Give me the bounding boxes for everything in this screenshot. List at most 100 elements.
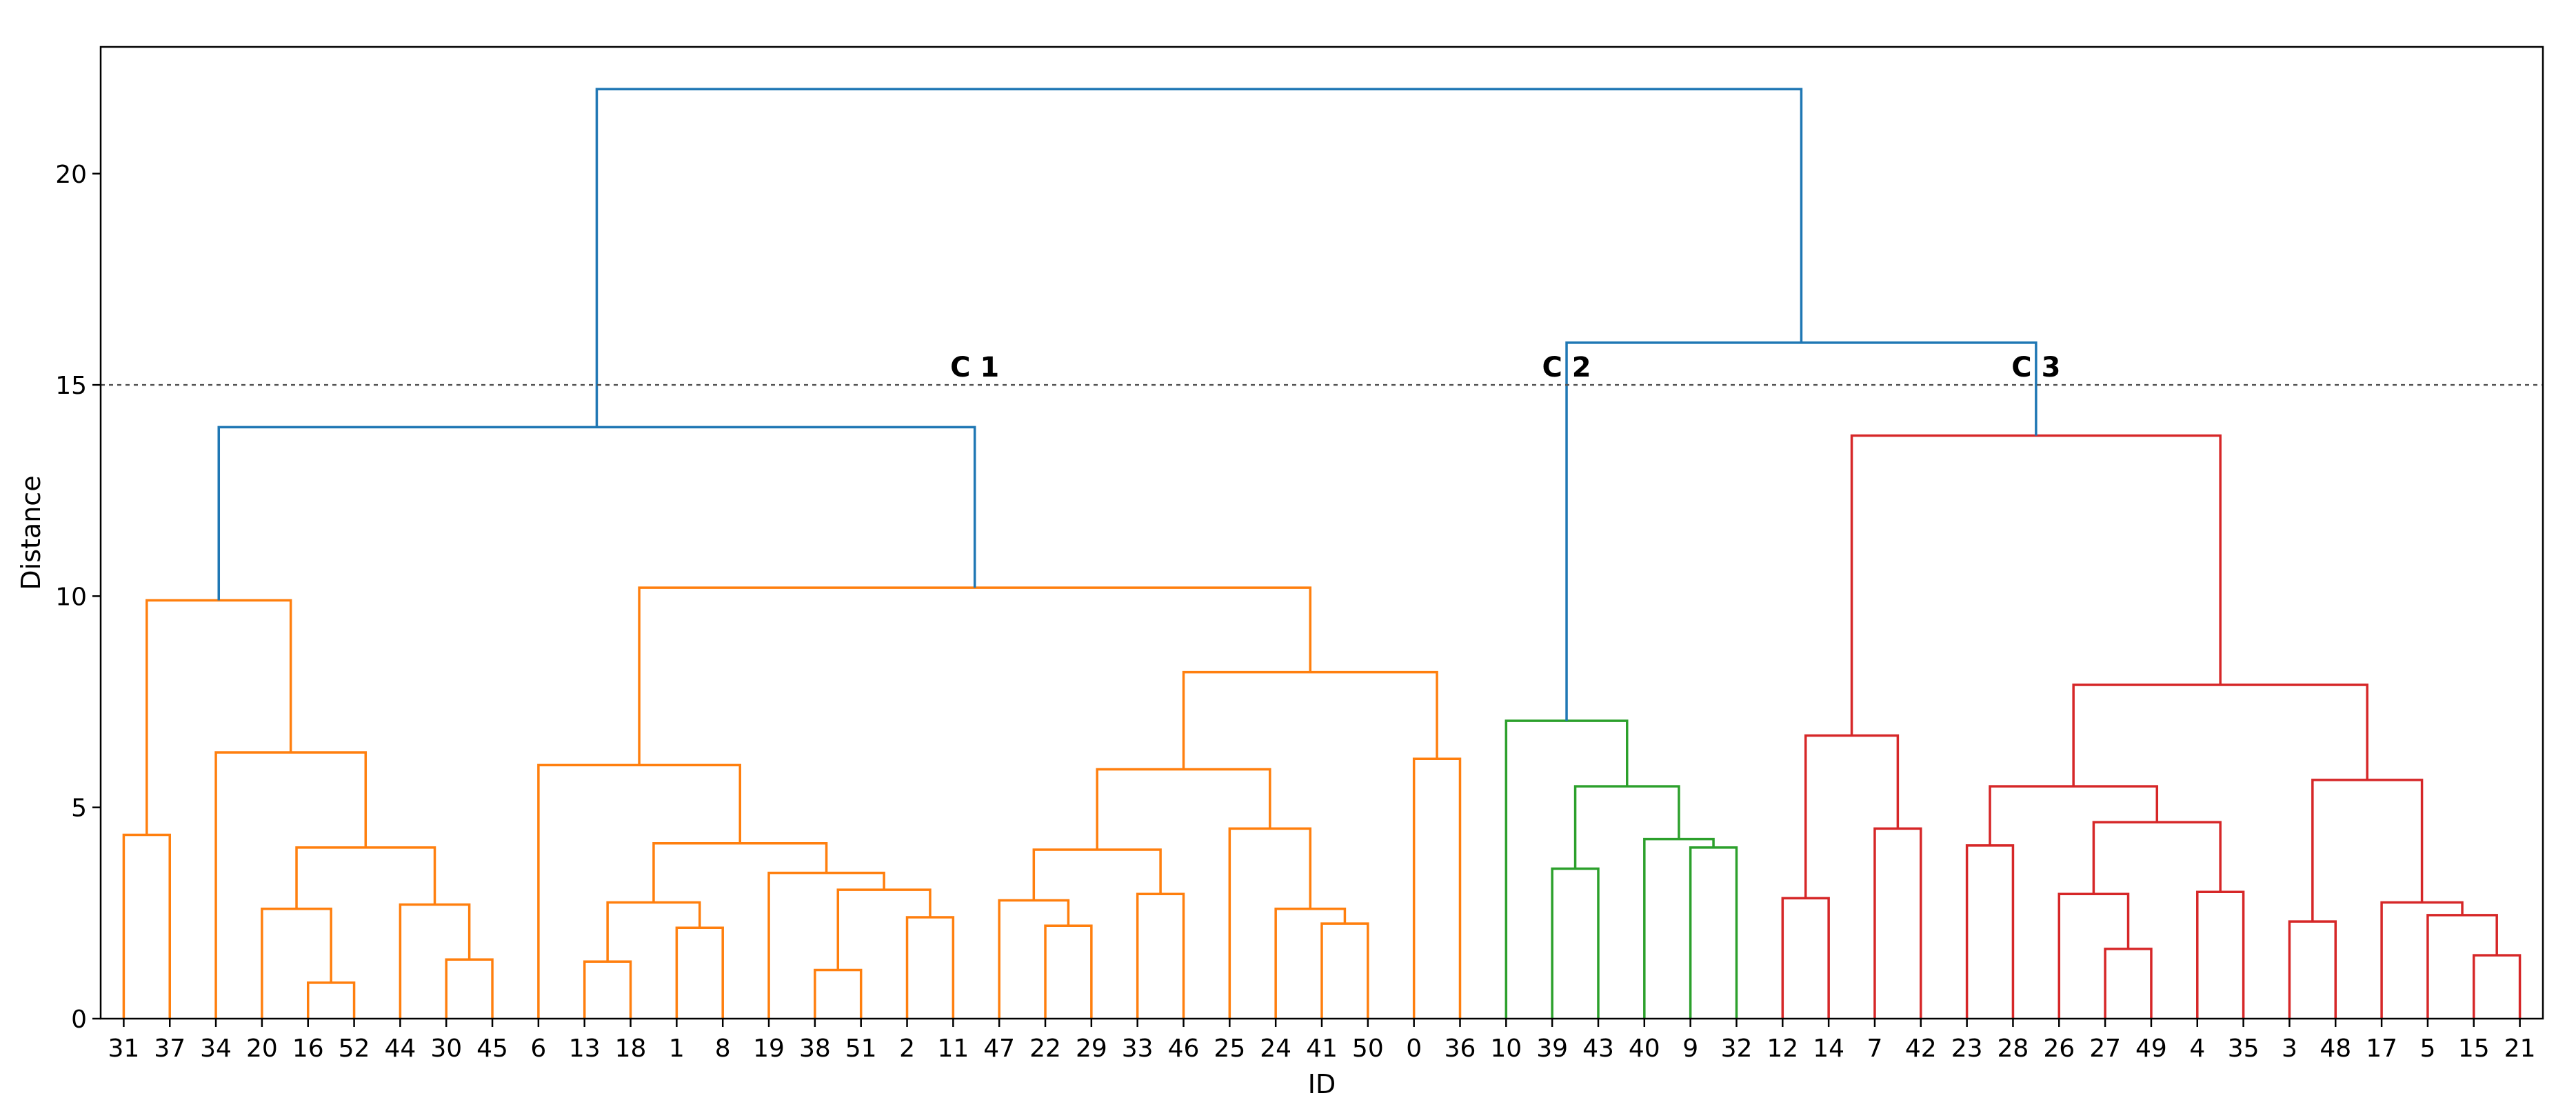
x-tick-label: 30 (430, 1035, 462, 1063)
dendrogram-link (306, 981, 356, 1019)
dendrogram-link (1228, 827, 1312, 1019)
dendrogram-link (767, 871, 885, 1019)
x-tick-label: 39 (1536, 1035, 1568, 1063)
x-tick-label: 6 (530, 1035, 546, 1063)
x-tick-label: 17 (2366, 1035, 2397, 1063)
dendrogram-link (2426, 914, 2498, 1019)
x-tick-label: 21 (2504, 1035, 2536, 1063)
x-tick-label: 3 (2282, 1035, 2297, 1063)
dendrogram-link (1565, 341, 2037, 721)
dendrogram-link (1274, 907, 1347, 1019)
plot-area-frame (99, 46, 2544, 1020)
dendrogram-link (1573, 785, 1680, 869)
dendrogram-link (122, 833, 171, 1019)
x-tick-label: 45 (476, 1035, 508, 1063)
y-tick-label: 0 (71, 1006, 87, 1034)
x-tick-label: 28 (1998, 1035, 2029, 1063)
y-tick-label: 5 (71, 795, 87, 823)
dendrogram-link (1551, 867, 1600, 1019)
dendrogram-link (2380, 901, 2464, 1019)
y-tick-label: 20 (55, 161, 87, 189)
x-tick-label: 4 (2189, 1035, 2205, 1063)
dendrogram-link (2196, 890, 2245, 1019)
x-tick-label: 19 (753, 1035, 785, 1063)
dendrogram-link (2104, 948, 2153, 1019)
dendrogram-link (1989, 785, 2159, 846)
x-tick-label: 13 (569, 1035, 601, 1063)
dendrogram-link (998, 899, 1070, 1019)
dendrogram-link (1182, 670, 1438, 770)
x-tick-label: 1 (669, 1035, 685, 1063)
x-tick-label: 11 (937, 1035, 969, 1063)
x-tick-label: 0 (1406, 1035, 1422, 1063)
x-tick-label: 16 (292, 1035, 324, 1063)
x-tick-label: 44 (384, 1035, 416, 1063)
dendrogram-link (1781, 897, 1830, 1019)
x-tick-label: 10 (1490, 1035, 1522, 1063)
x-tick-label: 37 (154, 1035, 185, 1063)
x-tick-label: 41 (1306, 1035, 1338, 1063)
dendrogram-link (595, 88, 1803, 428)
x-tick-label: 23 (1951, 1035, 1983, 1063)
x-tick-label: 2 (899, 1035, 915, 1063)
x-tick-label: 5 (2419, 1035, 2435, 1063)
x-tick-label: 33 (1122, 1035, 1154, 1063)
dendrogram-link (214, 751, 368, 1019)
x-tick-label: 43 (1582, 1035, 1614, 1063)
x-tick-label: 15 (2458, 1035, 2490, 1063)
dendrogram-link (2473, 954, 2522, 1019)
cluster-labels: C 1 C 2 C 3 (950, 352, 2060, 383)
cluster-label: C 1 (950, 352, 999, 383)
dendrogram-link (537, 763, 742, 1019)
dendrogram-link (1850, 434, 2222, 736)
dendrogram-link (1136, 892, 1185, 1019)
dendrogram-link (2288, 920, 2337, 1019)
x-tick-label: 32 (1721, 1035, 1753, 1063)
dendrogram-link (295, 846, 436, 909)
dendrogram-link (2072, 683, 2368, 787)
x-tick-label: 35 (2228, 1035, 2260, 1063)
x-tick-label: 48 (2320, 1035, 2351, 1063)
x-tick-label: 50 (1352, 1035, 1384, 1063)
x-tick-label: 12 (1767, 1035, 1798, 1063)
dendrogram-link (675, 926, 724, 1019)
dendrogram-link (1320, 922, 1369, 1019)
dendrogram-link (445, 958, 494, 1019)
y-axis-label: Distance (16, 475, 46, 590)
x-tick-label: 40 (1629, 1035, 1660, 1063)
dendrogram-link (1096, 768, 1271, 850)
dendrogram-link (1412, 757, 1462, 1019)
x-tick-label: 26 (2043, 1035, 2075, 1063)
dendrogram-link (1643, 837, 1715, 1019)
x-tick-label: 27 (2089, 1035, 2121, 1063)
x-tick-label: 46 (1168, 1035, 1200, 1063)
dendrogram-link (1873, 827, 1922, 1019)
x-tick-label: 25 (1214, 1035, 1245, 1063)
x-tick-label: 8 (715, 1035, 731, 1063)
dendrogram-link (2311, 779, 2424, 922)
x-tick-label: 18 (615, 1035, 647, 1063)
dendrogram-link (1965, 844, 2015, 1019)
dendrogram-link (638, 586, 1312, 766)
y-axis-ticks: 0 5 10 15 20 (55, 161, 101, 1034)
dendrogram-link (1032, 848, 1162, 901)
dendrogram-link (145, 599, 292, 835)
dendrogram-link (814, 968, 863, 1019)
x-tick-label: 9 (1682, 1035, 1698, 1063)
dendrogram-link (905, 916, 955, 1019)
x-axis-tick-labels: 31 37 34 20 16 52 44 30 45 6 13 18 1 8 19 38 51 2 11 47 22 29… (108, 1019, 2536, 1063)
x-axis-label: ID (1308, 1069, 1336, 1099)
x-tick-label: 20 (246, 1035, 278, 1063)
dendrogram-link (1689, 846, 1738, 1019)
x-tick-label: 38 (799, 1035, 831, 1063)
x-tick-label: 51 (845, 1035, 877, 1063)
dendrogram-link (652, 842, 828, 903)
dendrogram-link (2092, 821, 2222, 895)
x-tick-label: 52 (339, 1035, 370, 1063)
dendrogram-link (399, 903, 471, 1019)
cluster-label: C 2 (1542, 352, 1591, 383)
x-tick-label: 7 (1867, 1035, 1883, 1063)
dendrogram-link (2057, 892, 2130, 1019)
dendrogram-link (606, 901, 701, 962)
x-tick-label: 31 (108, 1035, 140, 1063)
